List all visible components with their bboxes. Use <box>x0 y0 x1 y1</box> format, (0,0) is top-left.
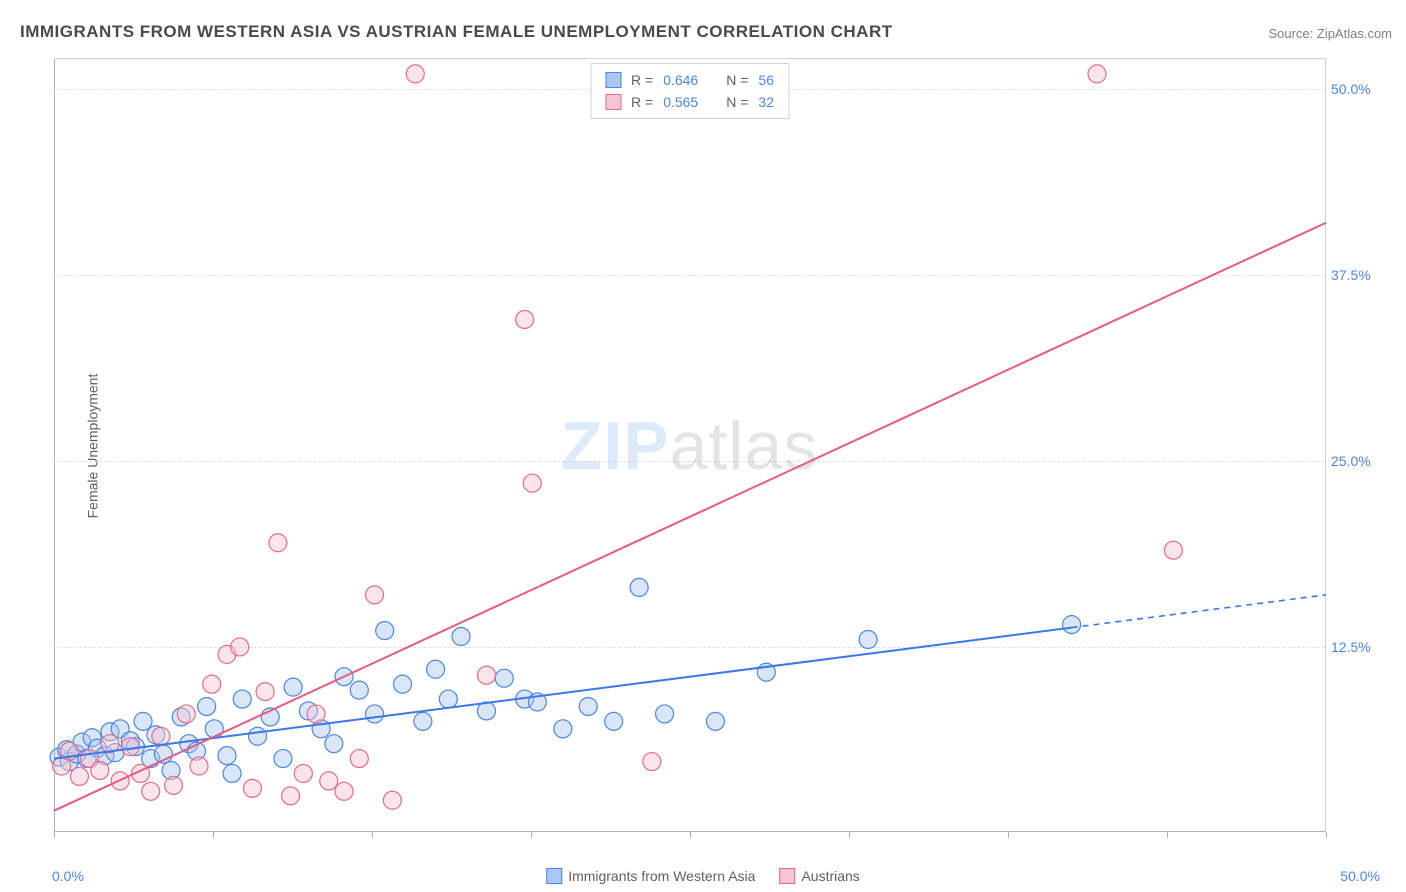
x-tick <box>1167 832 1168 838</box>
scatter-point <box>366 586 384 604</box>
x-tick <box>213 832 214 838</box>
scatter-point <box>579 697 597 715</box>
scatter-point <box>223 764 241 782</box>
scatter-point <box>376 622 394 640</box>
r-value: 0.646 <box>663 69 698 91</box>
legend-row-pink: R = 0.565 N = 32 <box>605 91 774 113</box>
x-tick <box>54 832 55 838</box>
scatter-point <box>218 747 236 765</box>
x-tick <box>1326 832 1327 838</box>
scatter-point <box>190 757 208 775</box>
r-label: R = <box>631 69 653 91</box>
x-tick <box>1008 832 1009 838</box>
scatter-point <box>394 675 412 693</box>
x-tick <box>531 832 532 838</box>
scatter-point <box>554 720 572 738</box>
legend-label: Austrians <box>801 868 859 884</box>
scatter-point <box>414 712 432 730</box>
scatter-point <box>165 776 183 794</box>
scatter-point <box>383 791 401 809</box>
r-value: 0.565 <box>663 91 698 113</box>
scatter-point <box>274 750 292 768</box>
scatter-point <box>198 697 216 715</box>
scatter-point <box>325 735 343 753</box>
scatter-point <box>656 705 674 723</box>
scatter-point <box>477 666 495 684</box>
scatter-point <box>91 761 109 779</box>
scatter-point <box>256 683 274 701</box>
scatter-point <box>1063 616 1081 634</box>
trend-line <box>54 223 1326 811</box>
legend-item-pink: Austrians <box>779 868 859 884</box>
x-origin-label: 0.0% <box>52 868 84 884</box>
scatter-point <box>1088 65 1106 83</box>
scatter-point <box>495 669 513 687</box>
scatter-point <box>203 675 221 693</box>
swatch-blue-icon <box>605 72 621 88</box>
scatter-point <box>152 727 170 745</box>
r-label: R = <box>631 91 653 113</box>
swatch-pink-icon <box>605 94 621 110</box>
scatter-point <box>643 753 661 771</box>
legend-row-blue: R = 0.646 N = 56 <box>605 69 774 91</box>
n-label: N = <box>726 91 748 113</box>
y-tick-label: 12.5% <box>1331 639 1383 655</box>
scatter-point <box>205 720 223 738</box>
x-max-label: 50.0% <box>1340 868 1380 884</box>
scatter-point <box>142 782 160 800</box>
scatter-svg <box>54 59 1325 832</box>
legend-item-blue: Immigrants from Western Asia <box>546 868 755 884</box>
scatter-point <box>706 712 724 730</box>
legend-series: Immigrants from Western Asia Austrians <box>546 868 860 884</box>
scatter-point <box>249 727 267 745</box>
legend-label: Immigrants from Western Asia <box>568 868 755 884</box>
scatter-point <box>366 705 384 723</box>
x-tick <box>849 832 850 838</box>
scatter-point <box>1164 541 1182 559</box>
scatter-point <box>269 534 287 552</box>
scatter-point <box>231 638 249 656</box>
scatter-point <box>282 787 300 805</box>
scatter-point <box>605 712 623 730</box>
scatter-point <box>70 767 88 785</box>
source-label: Source: ZipAtlas.com <box>1268 26 1392 41</box>
scatter-point <box>427 660 445 678</box>
n-value: 56 <box>758 69 774 91</box>
scatter-point <box>350 681 368 699</box>
scatter-point <box>233 690 251 708</box>
chart-plot-area: 12.5%25.0%37.5%50.0% ZIPatlas R = 0.646 … <box>54 58 1326 832</box>
scatter-point <box>121 738 139 756</box>
trend-line-extrapolated <box>1072 595 1326 628</box>
y-tick-label: 37.5% <box>1331 267 1383 283</box>
scatter-point <box>516 310 534 328</box>
scatter-point <box>284 678 302 696</box>
scatter-point <box>452 628 470 646</box>
scatter-point <box>243 779 261 797</box>
scatter-point <box>630 578 648 596</box>
scatter-point <box>859 631 877 649</box>
n-value: 32 <box>758 91 774 113</box>
legend-correlation: R = 0.646 N = 56 R = 0.565 N = 32 <box>590 63 789 119</box>
n-label: N = <box>726 69 748 91</box>
trend-line <box>54 628 1072 759</box>
scatter-point <box>523 474 541 492</box>
x-tick <box>690 832 691 838</box>
scatter-point <box>320 772 338 790</box>
y-tick-label: 25.0% <box>1331 453 1383 469</box>
scatter-point <box>439 690 457 708</box>
swatch-blue-icon <box>546 868 562 884</box>
scatter-point <box>350 750 368 768</box>
chart-title: IMMIGRANTS FROM WESTERN ASIA VS AUSTRIAN… <box>20 22 893 42</box>
y-tick-label: 50.0% <box>1331 81 1383 97</box>
x-tick <box>372 832 373 838</box>
scatter-point <box>307 705 325 723</box>
scatter-point <box>177 705 195 723</box>
scatter-point <box>406 65 424 83</box>
scatter-point <box>335 782 353 800</box>
swatch-pink-icon <box>779 868 795 884</box>
scatter-point <box>294 764 312 782</box>
